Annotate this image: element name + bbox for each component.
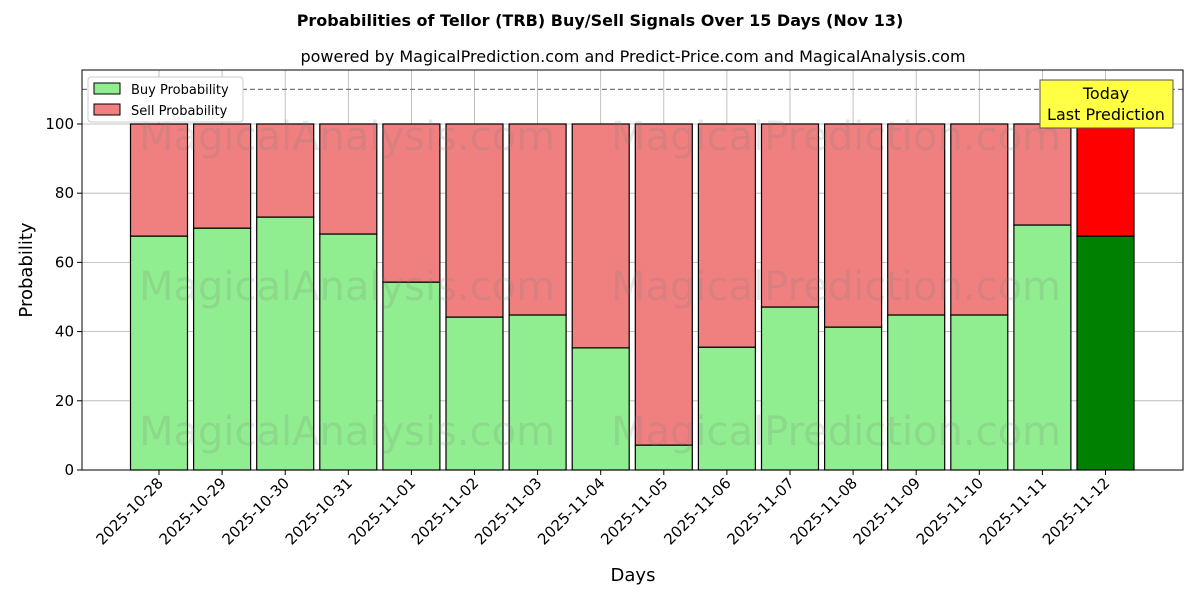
x-tick-label: 2025-11-10 xyxy=(913,474,987,548)
today-annotation: Today Last Prediction xyxy=(1039,79,1174,129)
buy-bar xyxy=(508,314,567,471)
buy-bar xyxy=(887,314,946,471)
buy-bar xyxy=(256,216,315,471)
sell-bar xyxy=(256,123,315,218)
buy-bar xyxy=(760,306,820,471)
legend: Buy Probability Sell Probability xyxy=(87,76,244,123)
x-tick-label: 2025-11-02 xyxy=(408,474,482,548)
legend-label-buy: Buy Probability xyxy=(131,83,229,98)
x-tick-label: 2025-11-08 xyxy=(787,474,861,548)
watermark: MagicalPrediction.com xyxy=(611,264,1061,310)
sell-bar xyxy=(193,123,252,229)
y-tick-label: 40 xyxy=(55,323,74,341)
x-tick-label: 2025-10-30 xyxy=(219,474,293,548)
chart-subtitle: powered by MagicalPrediction.com and Pre… xyxy=(300,47,965,66)
y-tick-label: 60 xyxy=(55,253,74,271)
x-tick-label: 2025-10-28 xyxy=(92,474,166,548)
buy-bar xyxy=(193,227,252,471)
annotation-line2: Last Prediction xyxy=(1047,105,1165,124)
legend-label-sell: Sell Probability xyxy=(131,104,228,119)
watermark: MagicalAnalysis.com xyxy=(139,409,555,455)
sell-bar xyxy=(382,123,441,283)
sell-bar xyxy=(634,123,693,446)
buy-bar xyxy=(445,316,504,471)
x-tick-label: 2025-11-06 xyxy=(660,474,734,548)
legend-swatch-buy xyxy=(93,82,121,95)
sell-bar xyxy=(319,123,378,235)
sell-bar xyxy=(950,123,1009,316)
chart-title: Probabilities of Tellor (TRB) Buy/Sell S… xyxy=(297,11,904,30)
y-tick-label: 80 xyxy=(55,184,74,202)
sell-bar xyxy=(823,123,883,328)
sell-bar xyxy=(445,123,504,318)
plot-frame xyxy=(81,69,1184,471)
buy-bar xyxy=(697,346,757,471)
x-tick-label: 2025-11-01 xyxy=(345,474,419,548)
sell-bar xyxy=(1013,123,1072,226)
sell-bar xyxy=(571,123,630,349)
sell-bar xyxy=(697,123,757,348)
x-tick-label: 2025-10-31 xyxy=(282,474,356,548)
sell-bar xyxy=(760,123,820,308)
sell-bar xyxy=(1076,123,1135,237)
buy-bar xyxy=(571,347,630,471)
x-tick-label: 2025-11-12 xyxy=(1039,474,1113,548)
x-tick-label: 2025-11-09 xyxy=(850,474,924,548)
legend-swatch-sell xyxy=(93,103,121,116)
buy-bar xyxy=(823,326,883,471)
watermark: MagicalPrediction.com xyxy=(611,409,1061,455)
x-tick-label: 2025-10-29 xyxy=(156,474,230,548)
buy-bar xyxy=(1076,235,1135,471)
sell-bar xyxy=(508,123,567,316)
x-tick-label: 2025-11-05 xyxy=(597,474,671,548)
sell-bar xyxy=(887,123,946,316)
y-axis-label: Probability xyxy=(16,222,37,317)
watermark: MagicalAnalysis.com xyxy=(139,264,555,310)
annotation-line1: Today xyxy=(1082,84,1129,103)
x-tick-label: 2025-11-07 xyxy=(723,474,797,548)
y-tick-label: 100 xyxy=(45,115,74,133)
watermark: MagicalPrediction.com xyxy=(611,114,1061,160)
y-tick-label: 0 xyxy=(64,461,74,479)
x-tick-label: 2025-11-04 xyxy=(534,474,608,548)
sell-bar xyxy=(129,123,189,237)
x-axis-label: Days xyxy=(611,565,656,586)
y-tick-label: 20 xyxy=(55,392,74,410)
buy-bar xyxy=(319,233,378,471)
buy-bar xyxy=(382,281,441,471)
x-tick-label: 2025-11-11 xyxy=(976,474,1050,548)
x-tick-label: 2025-11-03 xyxy=(471,474,545,548)
